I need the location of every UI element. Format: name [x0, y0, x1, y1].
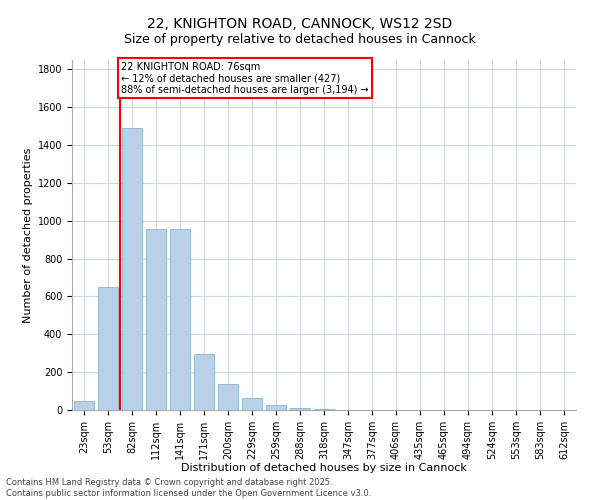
Bar [122, 128, 142, 410]
Bar [74, 402, 94, 410]
Bar [194, 354, 214, 410]
Y-axis label: Number of detached properties: Number of detached properties [23, 148, 34, 322]
Bar [98, 287, 118, 410]
Bar [218, 384, 238, 410]
Bar [242, 398, 262, 410]
Bar [266, 406, 286, 410]
X-axis label: Distribution of detached houses by size in Cannock: Distribution of detached houses by size … [181, 464, 467, 473]
Bar [290, 408, 310, 410]
Bar [146, 230, 166, 410]
Text: Contains HM Land Registry data © Crown copyright and database right 2025.
Contai: Contains HM Land Registry data © Crown c… [6, 478, 371, 498]
Text: 22, KNIGHTON ROAD, CANNOCK, WS12 2SD: 22, KNIGHTON ROAD, CANNOCK, WS12 2SD [148, 18, 452, 32]
Text: 22 KNIGHTON ROAD: 76sqm
← 12% of detached houses are smaller (427)
88% of semi-d: 22 KNIGHTON ROAD: 76sqm ← 12% of detache… [121, 62, 369, 95]
Text: Size of property relative to detached houses in Cannock: Size of property relative to detached ho… [124, 32, 476, 46]
Bar [314, 409, 334, 410]
Bar [170, 230, 190, 410]
